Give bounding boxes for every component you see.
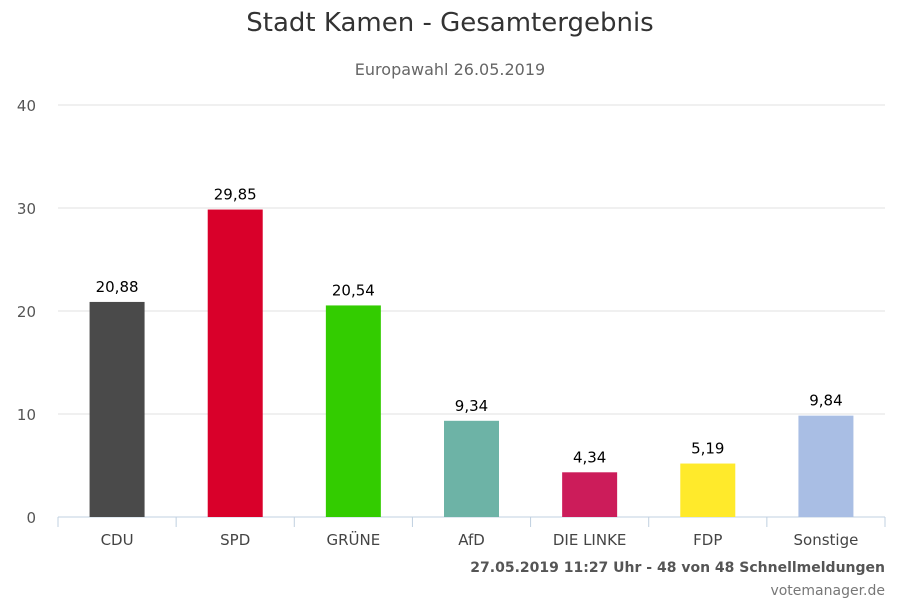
chart-title: Stadt Kamen - Gesamtergebnis [246,8,654,38]
y-tick-label: 10 [17,406,36,424]
y-tick-label: 30 [17,200,36,218]
credit-footer: votemanager.de [770,583,885,599]
bar-sonstige [798,415,854,517]
y-tick-label: 40 [17,97,36,115]
data-label: 5,19 [691,440,724,458]
x-tick-label: SPD [220,531,250,549]
x-tick-label: DIE LINKE [553,531,627,549]
data-label: 29,85 [214,186,257,204]
x-tick-label: CDU [101,531,134,549]
x-tick-label: GRÜNE [326,530,380,549]
data-label: 20,54 [332,281,375,299]
data-label: 9,34 [455,397,488,415]
data-label: 20,88 [96,278,139,296]
data-label: 4,34 [573,448,606,466]
bar-gr-ne [325,305,381,517]
x-tick-label: FDP [693,531,722,549]
x-tick-label: AfD [458,531,485,549]
bar-afd [444,420,499,517]
bar-fdp [680,463,736,517]
y-tick-label: 20 [17,303,36,321]
bar-chart: 0 10 20 30 40 20,88 CDU 29,85 SPD 20,54 GRÜNE 9,34 A… [17,97,886,549]
y-tick-label: 0 [26,509,36,527]
x-tick-label: Sonstige [794,531,859,549]
status-footer: 27.05.2019 11:27 Uhr - 48 von 48 Schnell… [470,560,885,576]
data-label: 9,84 [809,392,842,410]
bar-spd [207,209,263,518]
chart-subtitle: Europawahl 26.05.2019 [354,60,546,79]
bar-die-linke [562,472,618,517]
bar-cdu [89,301,145,517]
